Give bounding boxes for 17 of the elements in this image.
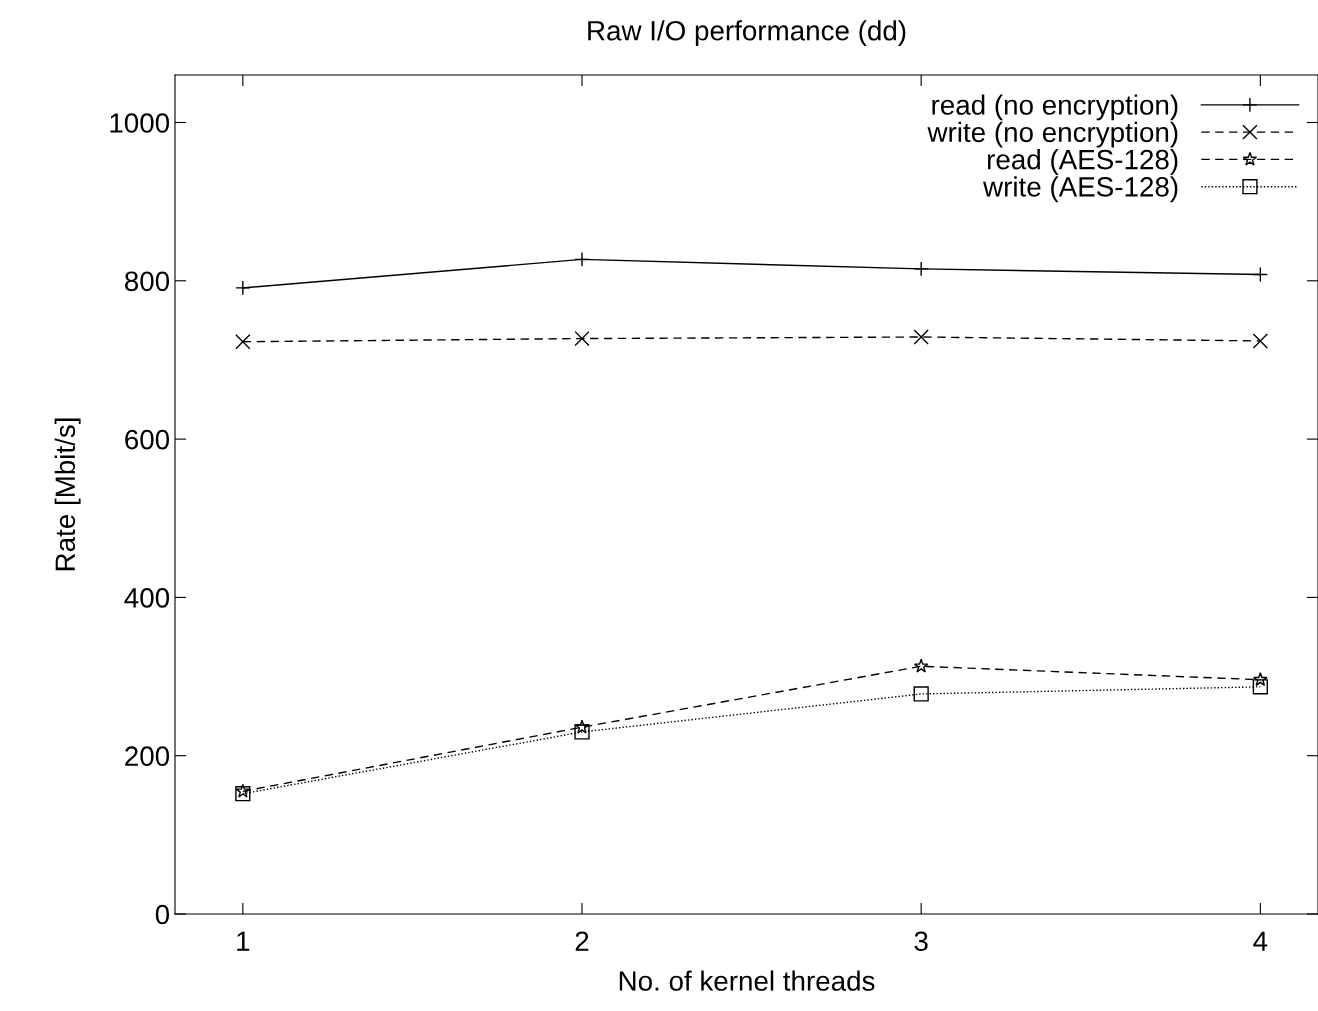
y-tick-label: 200 <box>125 746 170 767</box>
legend-label: write (AES-128) <box>983 176 1178 203</box>
x-tick-label: 3 <box>914 931 928 952</box>
y-axis-title: Rate [Mbit/s] <box>54 418 81 571</box>
legend-label: read (AES-128) <box>987 149 1178 175</box>
y-tick-label: 800 <box>125 271 170 292</box>
x-tick-label: 4 <box>1253 931 1268 951</box>
x-tick-label: 1 <box>237 931 250 951</box>
legend-label: read (no encryption) <box>932 94 1178 121</box>
y-tick-label: 0 <box>155 904 170 925</box>
x-axis-title: No. of kernel threads <box>619 970 875 991</box>
y-tick-label: 600 <box>125 429 170 450</box>
legend-label: write (no encryption) <box>927 121 1178 148</box>
y-tick-label: 400 <box>124 588 170 608</box>
x-tick-label: 2 <box>575 931 589 951</box>
chart-title: Raw I/O performance (dd) <box>588 20 906 47</box>
y-tick-label: 1000 <box>110 113 170 133</box>
